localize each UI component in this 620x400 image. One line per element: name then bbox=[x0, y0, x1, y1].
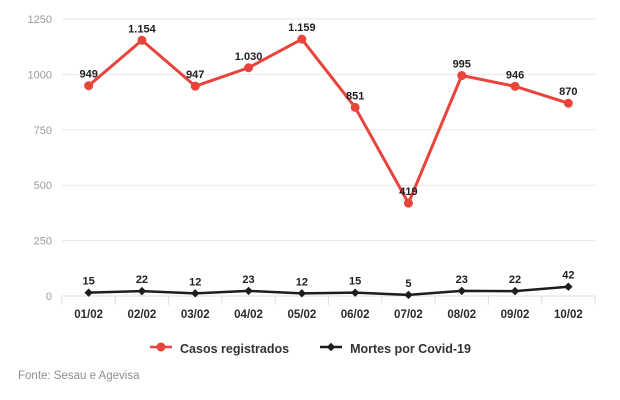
data-label: 12 bbox=[189, 276, 201, 288]
x-tick-label: 10/02 bbox=[554, 309, 583, 321]
line-circle-marker-icon bbox=[149, 340, 173, 358]
data-label: 419 bbox=[399, 186, 417, 198]
legend-item-mortes: Mortes por Covid-19 bbox=[319, 340, 471, 358]
legend: Casos registrados Mortes por Covid-19 bbox=[0, 340, 620, 358]
data-point[interactable] bbox=[137, 286, 147, 296]
data-label: 870 bbox=[559, 86, 577, 98]
data-point[interactable] bbox=[350, 102, 360, 112]
legend-item-casos: Casos registrados bbox=[149, 340, 289, 358]
data-label: 12 bbox=[296, 276, 308, 288]
data-label: 1.030 bbox=[235, 51, 263, 63]
data-label: 22 bbox=[509, 274, 521, 286]
y-tick-label: 500 bbox=[34, 180, 52, 192]
data-label: 23 bbox=[456, 274, 468, 286]
data-point[interactable] bbox=[510, 286, 520, 296]
legend-label: Casos registrados bbox=[180, 342, 290, 356]
chart-svg: 0 250 500 750 1000 1250 01/02 02/02 03/02 04/02 05… bbox=[28, 14, 596, 321]
x-tick-label: 05/02 bbox=[287, 309, 316, 321]
data-point[interactable] bbox=[563, 98, 573, 108]
data-label: 946 bbox=[506, 69, 524, 81]
series-line bbox=[87, 285, 570, 297]
legend-marker-svg bbox=[320, 342, 343, 352]
data-point[interactable] bbox=[457, 71, 467, 81]
data-point[interactable] bbox=[403, 198, 413, 208]
x-tick-label: 08/02 bbox=[447, 309, 476, 321]
legend-marker-svg bbox=[150, 342, 173, 352]
y-tick-label: 1000 bbox=[28, 69, 52, 81]
data-label: 15 bbox=[83, 276, 95, 288]
y-tick-label: 0 bbox=[46, 291, 52, 303]
x-tick-label: 07/02 bbox=[394, 309, 423, 321]
data-point[interactable] bbox=[404, 290, 413, 300]
y-tick-label: 1250 bbox=[28, 14, 52, 26]
data-point[interactable] bbox=[137, 35, 147, 45]
data-point[interactable] bbox=[297, 289, 307, 298]
legend-label: Mortes por Covid-19 bbox=[350, 342, 471, 356]
data-point[interactable] bbox=[84, 81, 94, 91]
data-point[interactable] bbox=[191, 289, 200, 298]
x-tick-label: 01/02 bbox=[74, 309, 103, 321]
data-label: 947 bbox=[186, 69, 204, 81]
x-tick-label: 06/02 bbox=[341, 309, 370, 321]
data-point[interactable] bbox=[190, 81, 200, 91]
x-tick-label: 02/02 bbox=[128, 309, 157, 321]
data-label: 22 bbox=[136, 274, 148, 286]
data-label: 851 bbox=[346, 90, 364, 102]
source-note: Fonte: Sesau e Agevisa bbox=[18, 370, 140, 382]
data-point[interactable] bbox=[244, 63, 254, 73]
y-tick-label: 250 bbox=[34, 236, 52, 248]
data-point[interactable] bbox=[84, 288, 93, 297]
data-label: 995 bbox=[453, 59, 471, 71]
data-point[interactable] bbox=[244, 286, 253, 296]
data-label: 23 bbox=[242, 274, 254, 286]
line-diamond-marker-icon bbox=[319, 340, 343, 358]
data-label: 42 bbox=[562, 270, 574, 282]
x-tick-label: 04/02 bbox=[234, 309, 263, 321]
x-tick-label: 03/02 bbox=[181, 309, 210, 321]
data-point[interactable] bbox=[457, 286, 466, 296]
data-label: 1.154 bbox=[128, 23, 156, 35]
data-label: 949 bbox=[79, 69, 97, 81]
data-label: 1.159 bbox=[288, 22, 316, 34]
y-tick-label: 750 bbox=[34, 125, 52, 137]
data-point[interactable] bbox=[564, 282, 573, 291]
x-tick-label: 09/02 bbox=[501, 309, 530, 321]
data-label: 5 bbox=[405, 278, 411, 290]
data-point[interactable] bbox=[350, 288, 360, 297]
data-point[interactable] bbox=[297, 34, 307, 44]
data-label: 15 bbox=[349, 276, 361, 288]
series-line bbox=[87, 37, 570, 205]
data-point[interactable] bbox=[510, 81, 520, 91]
